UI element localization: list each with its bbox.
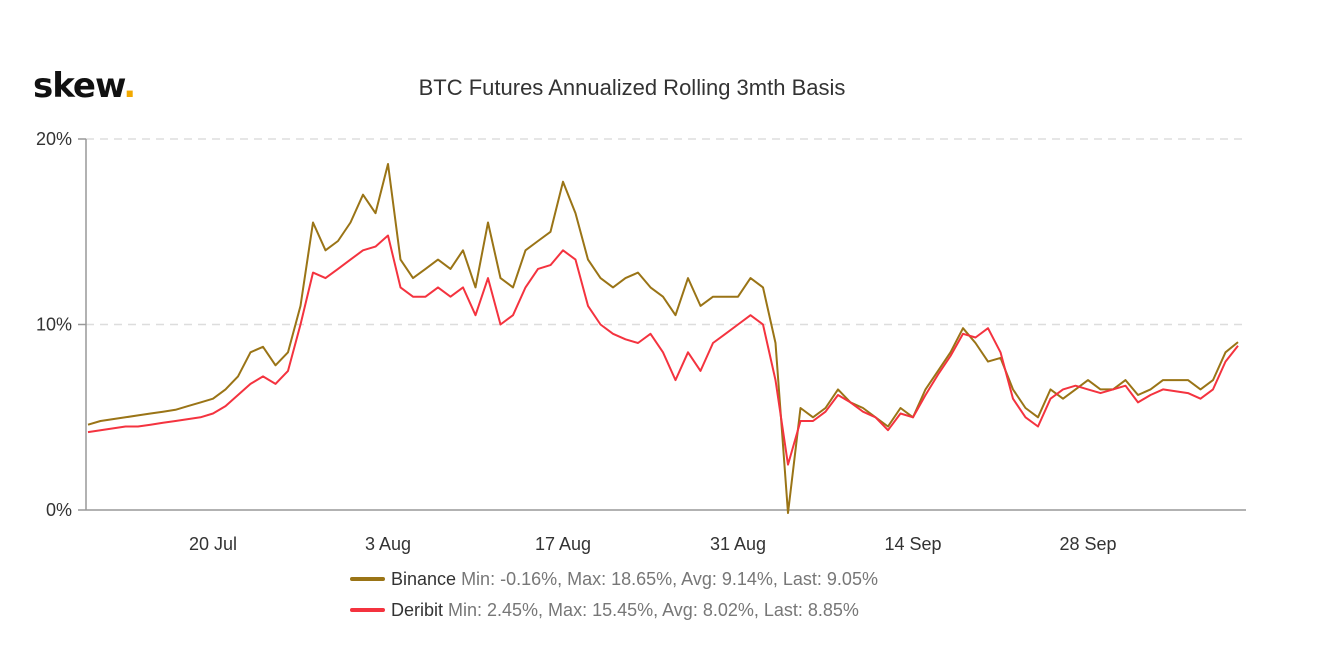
legend-series-name: Deribit (391, 600, 448, 620)
legend-series-stats: Min: 2.45%, Max: 15.45%, Avg: 8.02%, Las… (448, 600, 859, 620)
x-tick-label: 31 Aug (710, 534, 766, 554)
y-tick-label: 0% (46, 500, 72, 520)
skew-logo: skew. (33, 66, 136, 106)
legend-series-stats: Min: -0.16%, Max: 18.65%, Avg: 9.14%, La… (461, 569, 878, 589)
chart-title: BTC Futures Annualized Rolling 3mth Basi… (419, 75, 846, 100)
series-line-binance (87, 163, 1239, 514)
x-tick-label: 20 Jul (189, 534, 237, 554)
logo-text: skew (33, 66, 124, 106)
x-tick-label: 14 Sep (884, 534, 941, 554)
x-tick-label: 3 Aug (365, 534, 411, 554)
series-line-deribit (87, 234, 1239, 466)
legend-series-name: Binance (391, 569, 461, 589)
x-tick-label: 28 Sep (1059, 534, 1116, 554)
y-tick-label: 20% (36, 129, 72, 149)
x-tick-label: 17 Aug (535, 534, 591, 554)
legend-entry: Binance Min: -0.16%, Max: 18.65%, Avg: 9… (391, 569, 878, 589)
y-tick-label: 10% (36, 315, 72, 335)
logo-dot: . (123, 66, 136, 106)
legend-entry: Deribit Min: 2.45%, Max: 15.45%, Avg: 8.… (391, 600, 859, 620)
